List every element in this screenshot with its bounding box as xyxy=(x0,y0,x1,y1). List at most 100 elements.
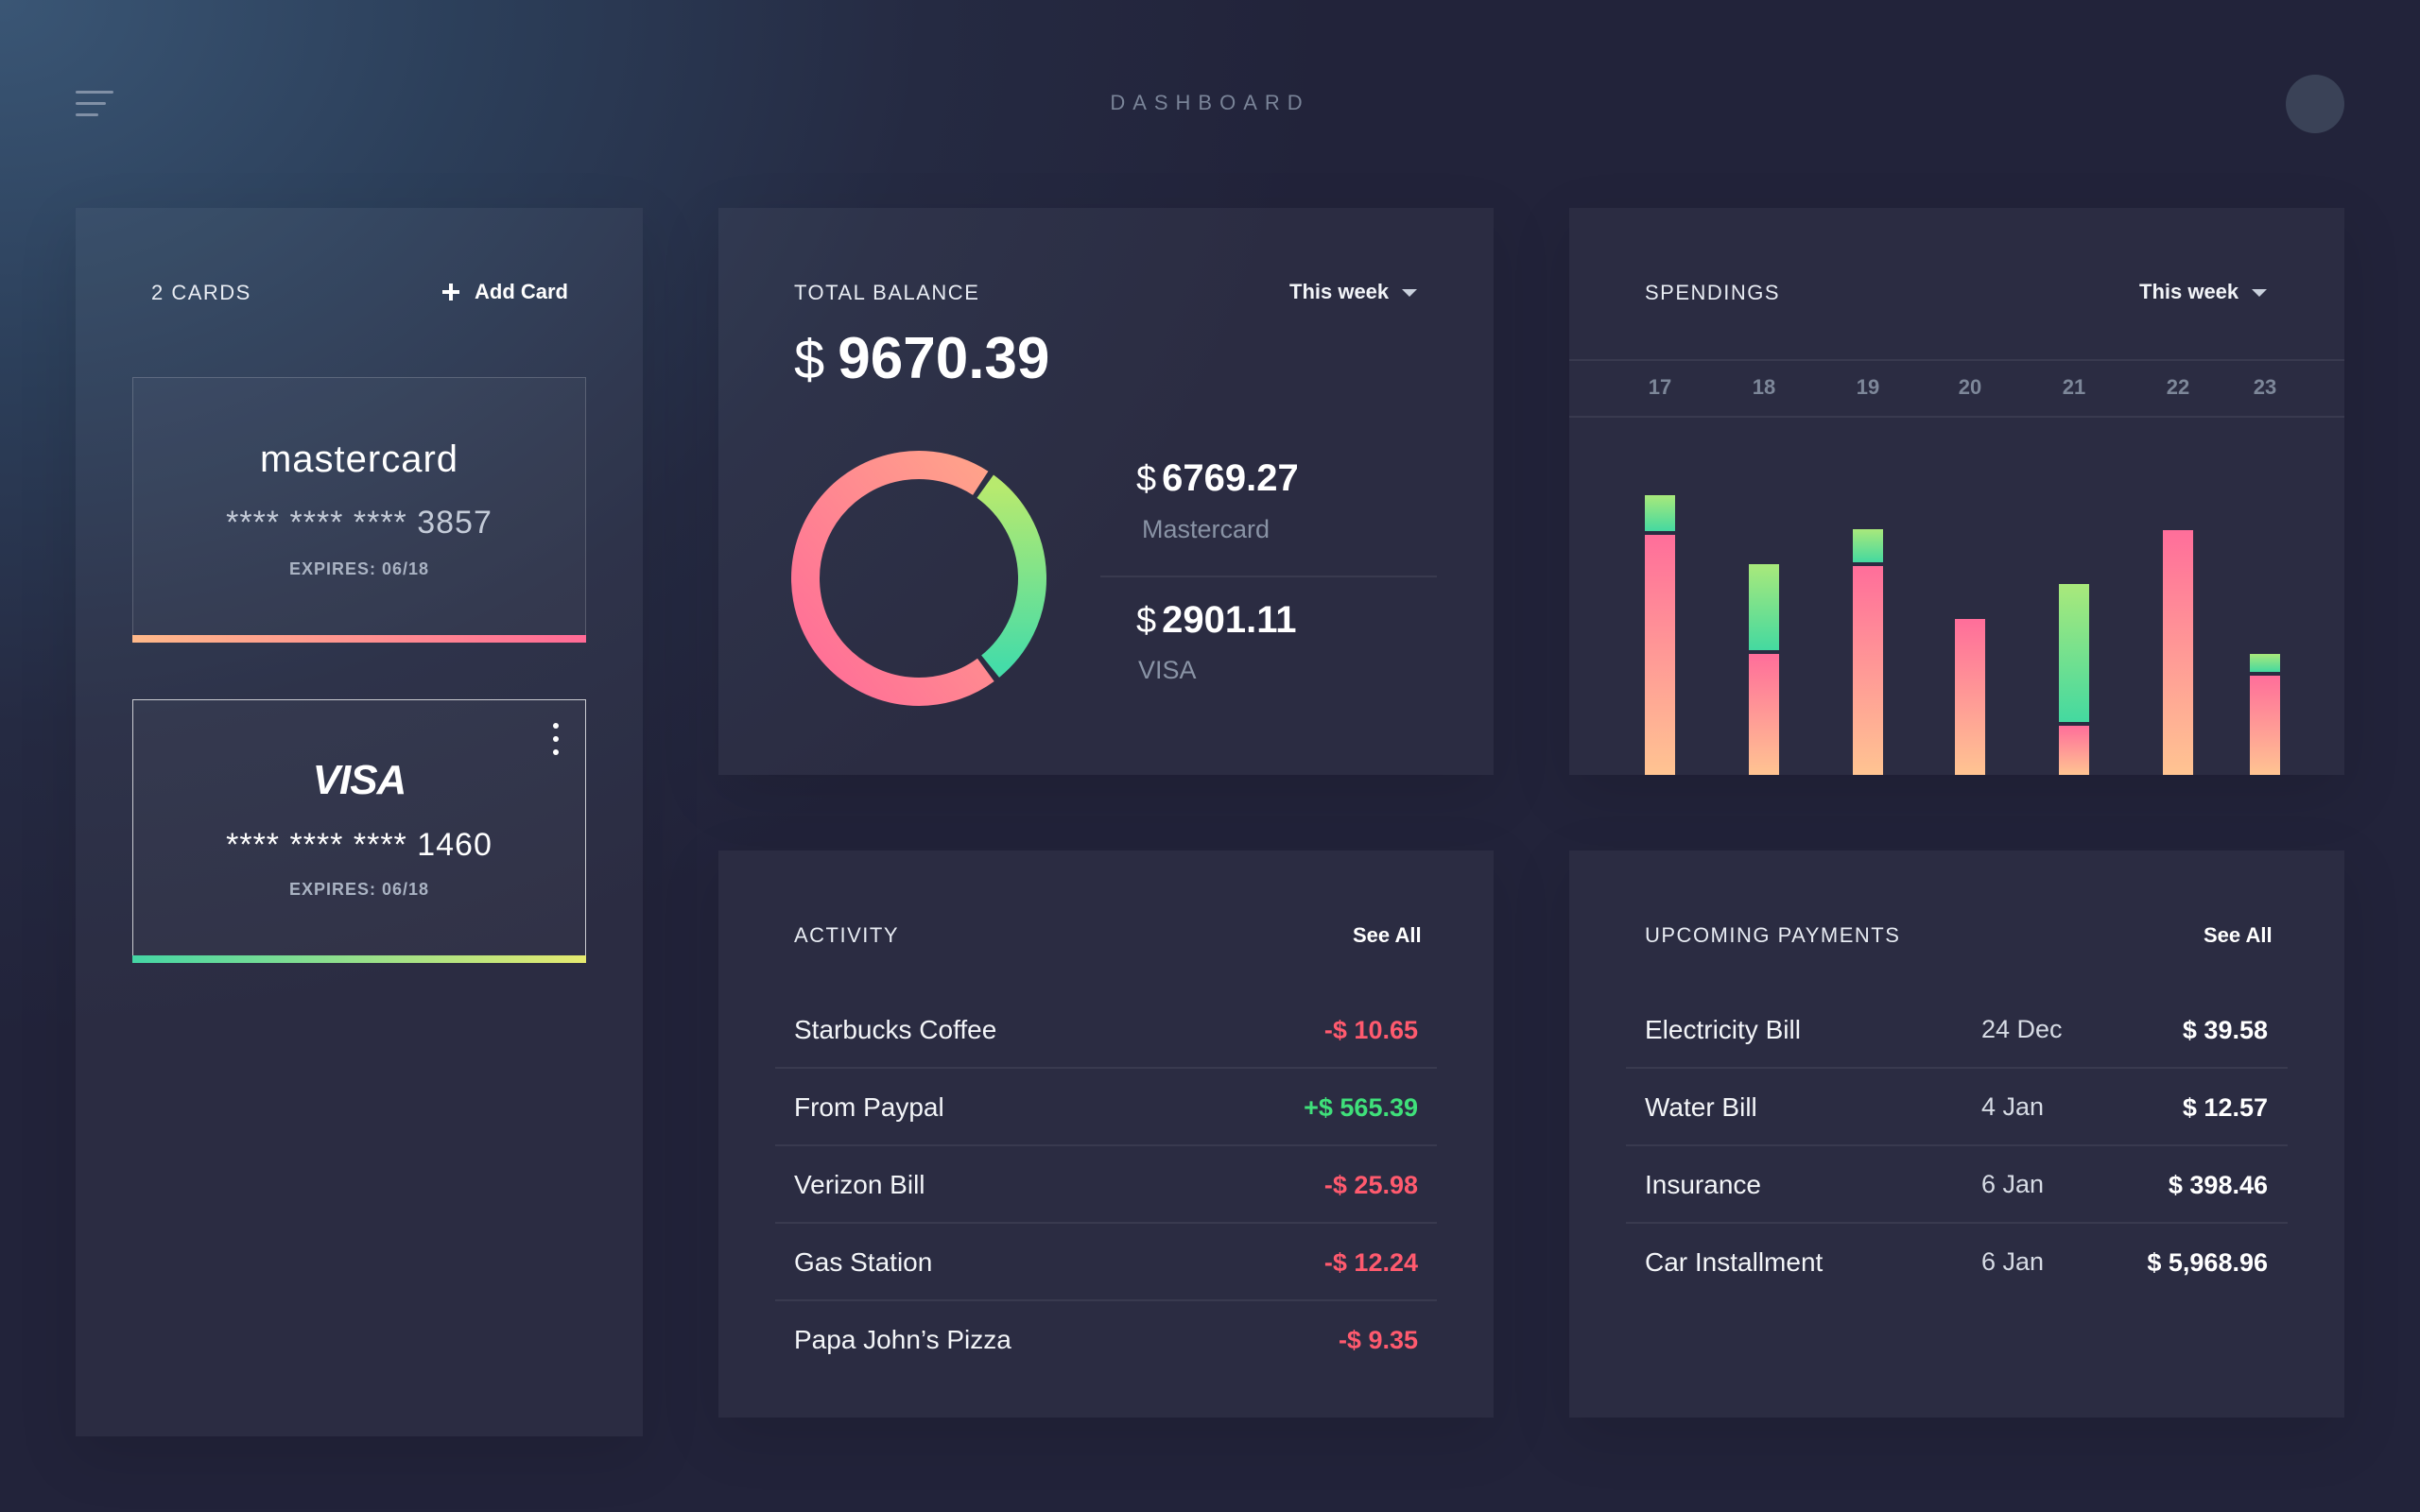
payment-item-name: Water Bill xyxy=(1645,1092,1757,1122)
spending-bar-primary[interactable] xyxy=(2250,675,2280,775)
spending-bar-secondary[interactable] xyxy=(2250,653,2280,672)
day-label: 23 xyxy=(2253,375,2277,399)
activity-item-amount: -$ 12.24 xyxy=(1323,1248,1418,1277)
upcoming-title: UPCOMING PAYMENTS xyxy=(1645,923,1901,947)
account-name: VISA xyxy=(1138,656,1197,684)
activity-item-name: Papa John’s Pizza xyxy=(794,1325,1011,1354)
activity-see-all-link[interactable]: See All xyxy=(1353,923,1422,947)
currency-symbol: $ xyxy=(1136,601,1157,641)
more-options-icon[interactable] xyxy=(551,723,561,757)
row-divider xyxy=(1626,1222,2288,1224)
account-balance-visa: $2901.11 xyxy=(1136,599,1297,642)
period-label: This week xyxy=(1289,280,1390,303)
period-label: This week xyxy=(2139,280,2239,303)
spending-bar-secondary[interactable] xyxy=(1645,495,1675,531)
account-name: Mastercard xyxy=(1142,515,1270,543)
currency-symbol: $ xyxy=(1136,459,1157,499)
mastercard-card[interactable]: mastercard **** **** **** 3857 EXPIRES: … xyxy=(132,377,586,643)
activity-item-amount: +$ 565.39 xyxy=(1304,1093,1418,1122)
day-label: 18 xyxy=(1752,375,1776,399)
spending-bar-primary[interactable] xyxy=(1749,654,1779,775)
payment-item-date: 6 Jan xyxy=(1981,1247,2045,1276)
row-divider xyxy=(775,1222,1437,1224)
payment-item-name: Car Installment xyxy=(1645,1247,1824,1277)
spending-bar-primary[interactable] xyxy=(1645,534,1675,775)
divider xyxy=(1100,576,1437,577)
day-label: 21 xyxy=(2062,375,2086,399)
chevron-down-icon xyxy=(2252,289,2268,298)
payment-item-name: Electricity Bill xyxy=(1645,1015,1801,1044)
divider xyxy=(1569,359,2344,361)
payment-item-amount: $ 12.57 xyxy=(2182,1093,2268,1122)
spending-bar-primary[interactable] xyxy=(2163,530,2193,775)
card-accent-bar xyxy=(132,635,586,643)
cards-count: 2 CARDS xyxy=(151,281,251,304)
payment-item-date: 4 Jan xyxy=(1981,1092,2045,1121)
plus-icon xyxy=(442,284,459,301)
card-number: **** **** **** 1460 xyxy=(226,827,493,863)
payment-item-name: Insurance xyxy=(1645,1170,1761,1199)
activity-item-name: Verizon Bill xyxy=(794,1170,925,1199)
day-label: 19 xyxy=(1856,375,1880,399)
activity-item-name: Starbucks Coffee xyxy=(794,1015,997,1044)
activity-item-amount: -$ 10.65 xyxy=(1323,1016,1418,1044)
page-title: DASHBOARD xyxy=(1110,91,1310,114)
add-card-label: Add Card xyxy=(475,280,568,303)
card-expiry: EXPIRES: 06/18 xyxy=(288,559,430,578)
account-balance-mastercard: $6769.27 xyxy=(1136,457,1299,500)
avatar[interactable] xyxy=(2286,75,2344,133)
chevron-down-icon xyxy=(1402,289,1418,298)
upcoming-panel xyxy=(1569,850,2344,1418)
visa-card[interactable]: VISA **** **** **** 1460 EXPIRES: 06/18 xyxy=(132,699,586,963)
account-amount: 2901.11 xyxy=(1162,599,1297,641)
menu-icon[interactable] xyxy=(76,91,113,119)
spending-bar-secondary[interactable] xyxy=(1749,563,1779,650)
payment-item-date: 6 Jan xyxy=(1981,1170,2045,1198)
card-expiry: EXPIRES: 06/18 xyxy=(288,880,430,899)
activity-item-amount: -$ 25.98 xyxy=(1323,1171,1418,1199)
day-label: 20 xyxy=(1958,375,1982,399)
spendings-panel: 17 18 19 20 21 22 23 xyxy=(1569,208,2344,775)
account-amount: 6769.27 xyxy=(1162,457,1299,499)
spendings-title: SPENDINGS xyxy=(1645,281,1781,304)
balance-period-dropdown[interactable]: This week xyxy=(1289,280,1418,304)
payment-item-amount: $ 5,968.96 xyxy=(2147,1248,2268,1277)
day-label: 22 xyxy=(2166,375,2190,399)
spending-bar-secondary[interactable] xyxy=(1853,529,1883,562)
spending-bar-secondary[interactable] xyxy=(2059,584,2089,723)
upcoming-see-all-link[interactable]: See All xyxy=(2204,923,2273,947)
spendings-bar-chart: 17 18 19 20 21 22 23 xyxy=(1569,208,2344,775)
total-balance: $9670.39 xyxy=(794,325,1049,392)
visa-logo: VISA xyxy=(312,757,407,803)
activity-item-amount: -$ 9.35 xyxy=(1338,1326,1418,1354)
donut-segment-visa xyxy=(977,474,1046,678)
row-divider xyxy=(1626,1067,2288,1069)
spending-bar-primary[interactable] xyxy=(2059,726,2089,775)
payment-item-amount: $ 398.46 xyxy=(2168,1171,2268,1199)
activity-item-name: From Paypal xyxy=(794,1092,944,1122)
balance-donut-chart xyxy=(791,451,1046,706)
donut-segment-mastercard xyxy=(791,451,994,706)
spendings-period-dropdown[interactable]: This week xyxy=(2139,280,2268,304)
add-card-button[interactable]: Add Card xyxy=(442,280,568,304)
card-number: **** **** **** 3857 xyxy=(226,505,493,541)
payment-item-amount: $ 39.58 xyxy=(2182,1016,2268,1044)
card-accent-bar xyxy=(132,955,586,963)
activity-panel xyxy=(718,850,1494,1418)
currency-symbol: $ xyxy=(794,329,825,390)
mastercard-logo: mastercard xyxy=(259,438,459,480)
payment-item-date: 24 Dec xyxy=(1981,1015,2063,1043)
row-divider xyxy=(1626,1144,2288,1146)
cards-panel xyxy=(76,208,643,1436)
activity-item-name: Gas Station xyxy=(794,1247,933,1277)
spending-bar-primary[interactable] xyxy=(1853,565,1883,775)
activity-title: ACTIVITY xyxy=(794,923,900,947)
day-label: 17 xyxy=(1648,375,1672,399)
balance-title: TOTAL BALANCE xyxy=(794,281,980,304)
spending-bar-primary[interactable] xyxy=(1955,619,1985,775)
divider xyxy=(1569,416,2344,418)
row-divider xyxy=(775,1144,1437,1146)
total-amount: 9670.39 xyxy=(838,326,1050,391)
row-divider xyxy=(775,1067,1437,1069)
row-divider xyxy=(775,1299,1437,1301)
